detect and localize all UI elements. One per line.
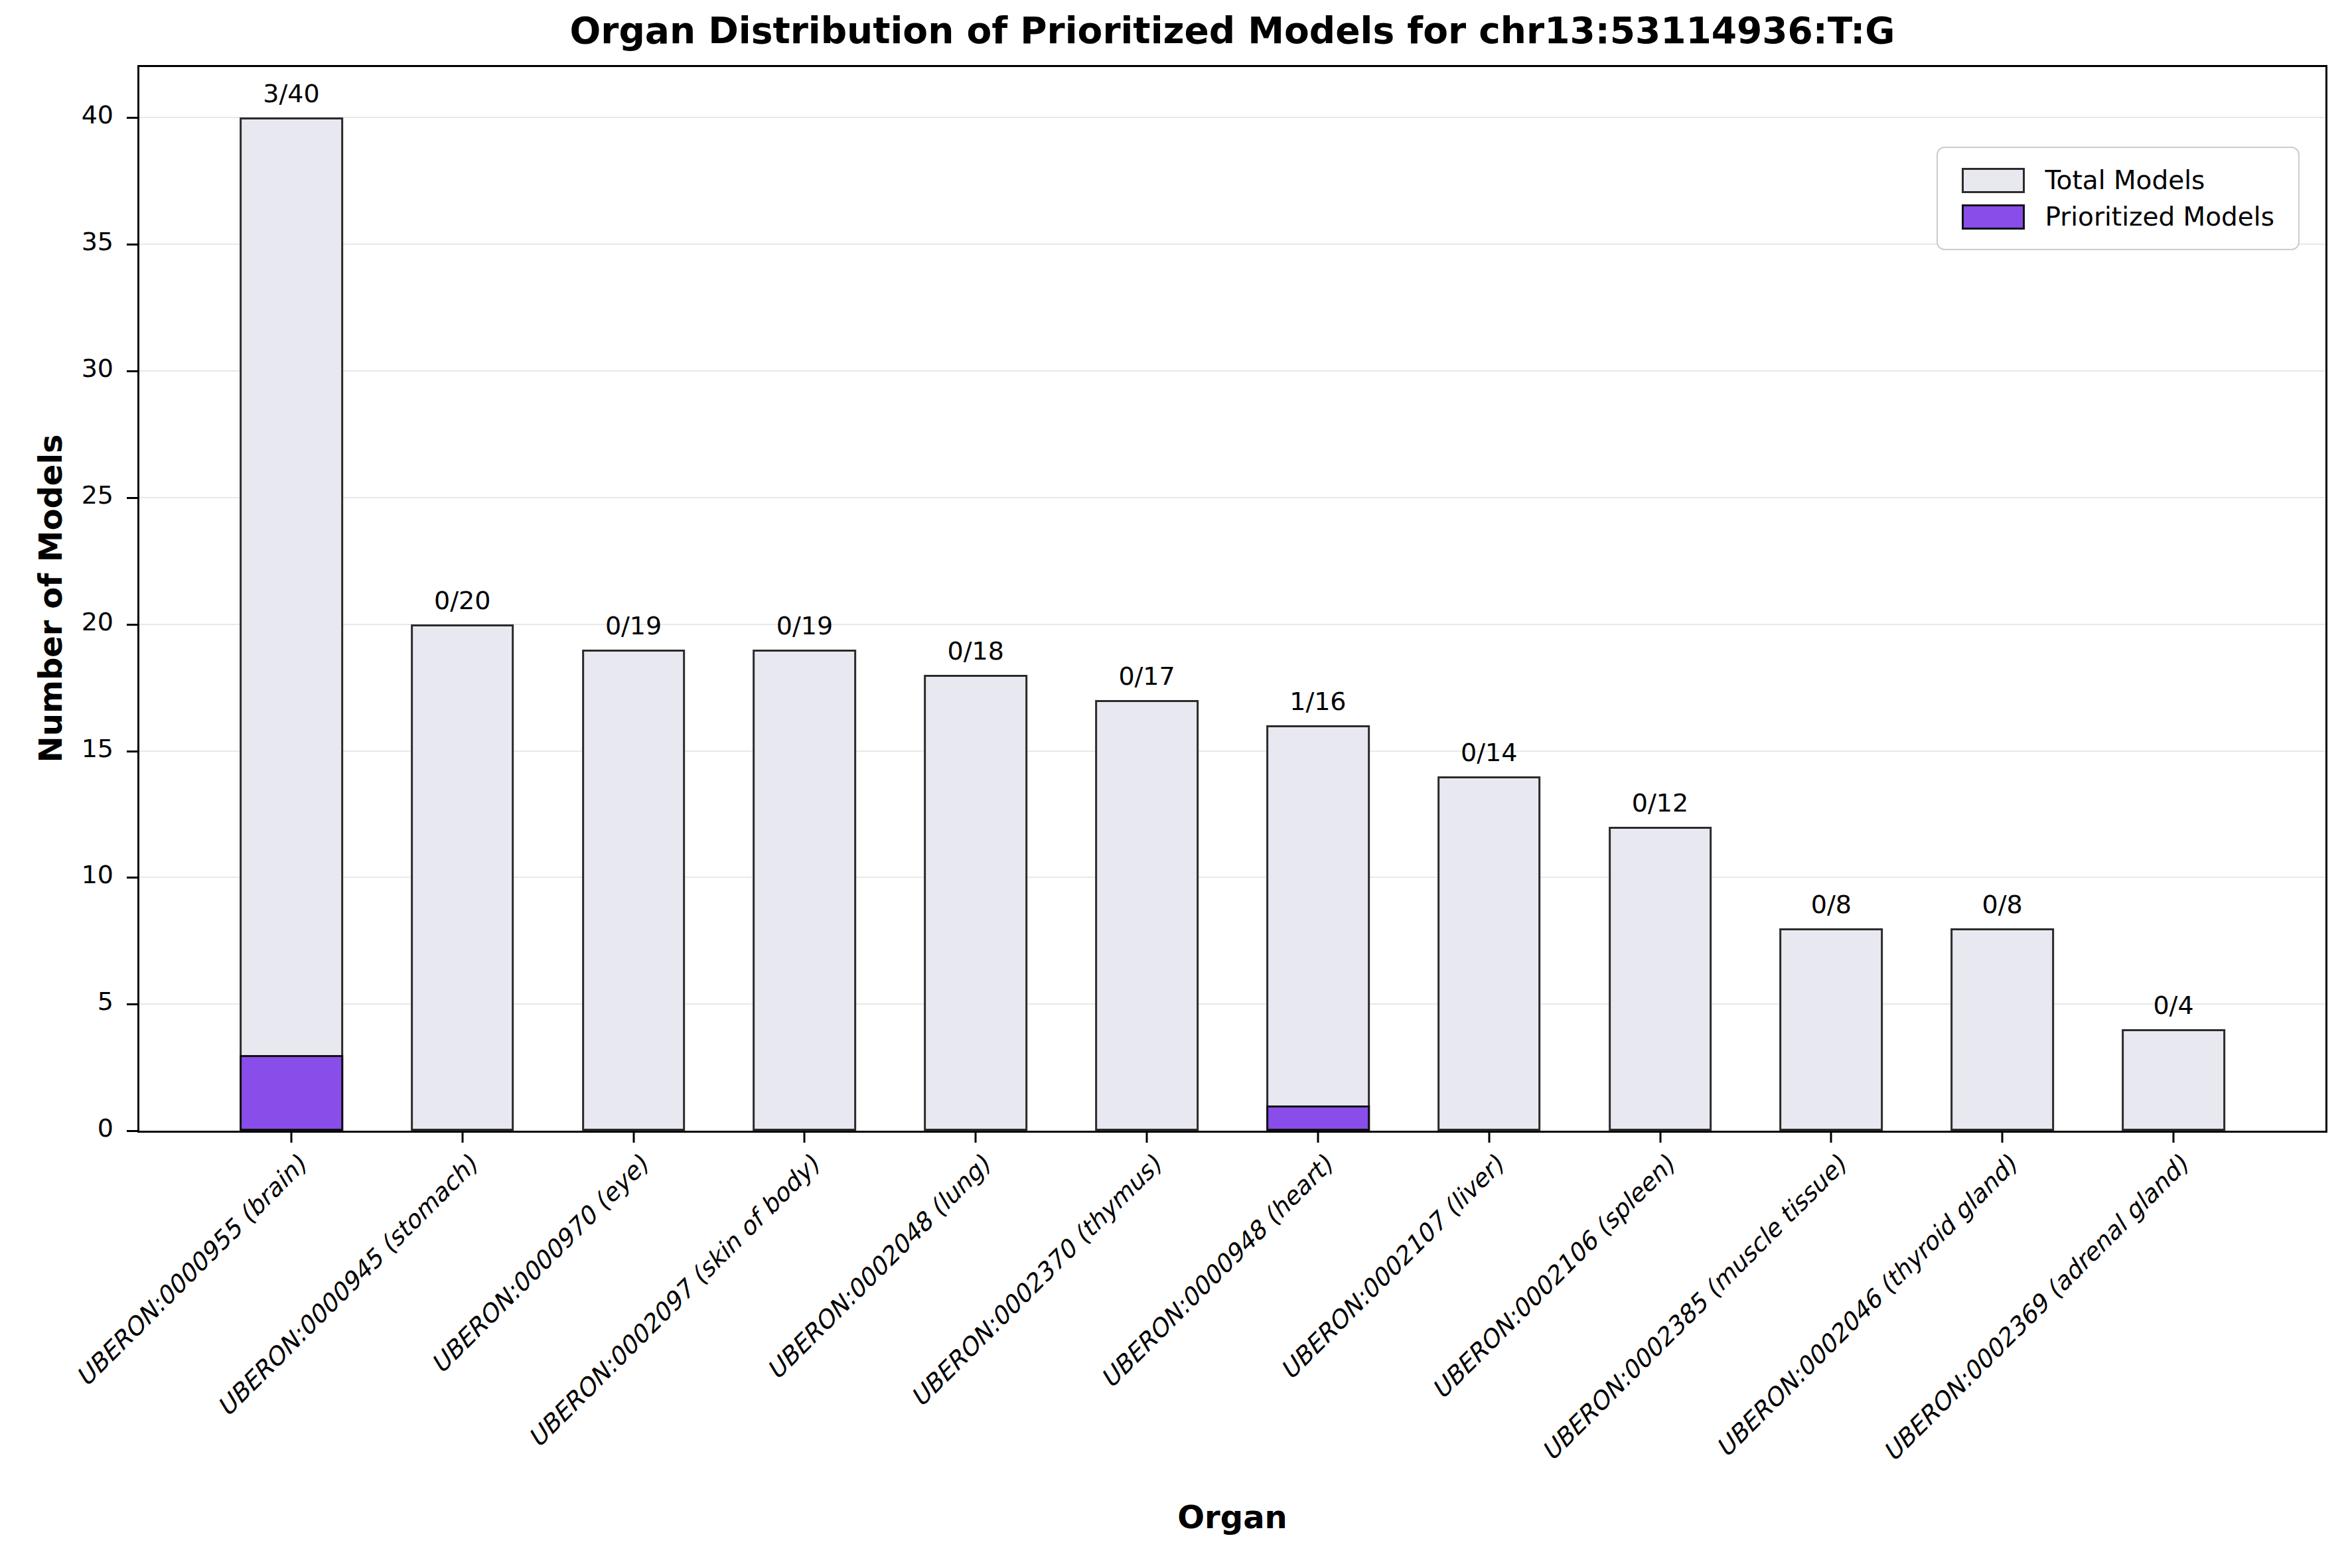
bar-slot: 0/19UBERON:0002097 (skin of body): [719, 67, 890, 1131]
y-tick-label: 0: [98, 1113, 113, 1143]
x-axis-title: Organ: [137, 1498, 2327, 1535]
y-tick-label: 20: [82, 607, 113, 636]
y-tick-mark: [127, 244, 137, 246]
bar-slot: 0/8UBERON:0002385 (muscle tissue): [1745, 67, 1917, 1131]
bar-value-label: 0/4: [2153, 991, 2193, 1020]
bar-total: [1266, 725, 1370, 1131]
x-tick-label-text: UBERON:0002046 (thyroid gland): [1710, 1151, 2022, 1462]
y-tick-label: 25: [82, 480, 113, 510]
bar-total: [753, 650, 857, 1131]
x-tick-label-text: UBERON:0002097 (skin of body): [522, 1151, 825, 1453]
y-tick-label: 35: [82, 227, 113, 256]
y-tick-label: 30: [82, 354, 113, 383]
bar-total: [411, 624, 514, 1131]
x-tick-mark: [1317, 1133, 1319, 1143]
bar-total: [582, 650, 686, 1131]
y-tick-mark: [127, 877, 137, 879]
bar-value-label: 1/16: [1289, 687, 1346, 716]
y-tick-label: 5: [98, 987, 113, 1016]
bar-slot: 1/16UBERON:0000948 (heart): [1232, 67, 1404, 1131]
legend-swatch: [1962, 168, 2025, 193]
x-tick-mark: [804, 1133, 806, 1143]
y-axis-title: Number of Models: [32, 435, 69, 763]
bar-value-label: 0/8: [1982, 890, 2023, 919]
y-tick-mark: [127, 750, 137, 752]
bar-value-label: 0/8: [1811, 890, 1852, 919]
bar-value-label: 0/17: [1118, 662, 1175, 691]
chart-title: Organ Distribution of Prioritized Models…: [137, 9, 2327, 52]
legend-swatch: [1962, 204, 2025, 230]
y-tick-mark: [127, 370, 137, 372]
x-tick-mark: [1659, 1133, 1661, 1143]
bar-total: [1609, 827, 1712, 1131]
bar-total: [1095, 700, 1199, 1131]
x-tick-label-text: UBERON:0002385 (muscle tissue): [1536, 1151, 1852, 1466]
legend: Total Models Prioritized Models: [1937, 147, 2300, 250]
y-tick-label: 15: [82, 734, 113, 763]
bar-slot: 0/14UBERON:0002107 (liver): [1404, 67, 1575, 1131]
y-tick-mark: [127, 117, 137, 119]
bar-value-label: 0/20: [434, 586, 490, 615]
legend-label: Total Models: [2045, 165, 2205, 195]
x-tick-label-text: UBERON:0002369 (adrenal gland): [1877, 1151, 2194, 1467]
bar-slot: 0/12UBERON:0002106 (spleen): [1575, 67, 1746, 1131]
bar-total: [924, 675, 1027, 1131]
legend-row: Prioritized Models: [1962, 202, 2274, 232]
x-tick-mark: [975, 1133, 977, 1143]
y-tick-label: 40: [82, 100, 113, 129]
x-tick-mark: [1488, 1133, 1490, 1143]
x-tick-mark: [2173, 1133, 2175, 1143]
figure: Organ Distribution of Prioritized Models…: [0, 0, 2346, 1568]
bar-slot: 0/20UBERON:0000945 (stomach): [377, 67, 548, 1131]
bar-slot: 0/19UBERON:0000970 (eye): [548, 67, 719, 1131]
bar-slot: 3/40UBERON:0000955 (brain): [206, 67, 377, 1131]
x-tick-mark: [2002, 1133, 2004, 1143]
bar-total: [1780, 928, 1883, 1131]
bar-value-label: 0/19: [776, 611, 833, 640]
bar-value-label: 0/14: [1461, 738, 1517, 767]
y-tick-mark: [127, 1130, 137, 1132]
y-tick-mark: [127, 497, 137, 499]
bar-total: [1950, 928, 2054, 1131]
bar-prioritized: [240, 1055, 343, 1131]
legend-row: Total Models: [1962, 165, 2274, 195]
x-tick-mark: [1146, 1133, 1148, 1143]
bar-total: [240, 117, 343, 1131]
y-tick-mark: [127, 624, 137, 626]
y-tick-mark: [127, 1003, 137, 1005]
bar-value-label: 3/40: [263, 79, 319, 108]
bar-value-label: 0/18: [948, 636, 1004, 666]
bar-value-label: 0/19: [605, 611, 662, 640]
x-tick-mark: [290, 1133, 292, 1143]
x-tick-mark: [1830, 1133, 1832, 1143]
bar-total: [1437, 776, 1541, 1131]
x-tick-mark: [632, 1133, 634, 1143]
x-tick-mark: [461, 1133, 463, 1143]
bar-slot: 0/17UBERON:0002370 (thymus): [1061, 67, 1232, 1131]
plot-area: 3/40UBERON:0000955 (brain)0/20UBERON:000…: [137, 65, 2327, 1133]
legend-label: Prioritized Models: [2045, 202, 2274, 232]
bar-slot: 0/18UBERON:0002048 (lung): [890, 67, 1061, 1131]
bar-value-label: 0/12: [1632, 788, 1688, 818]
bar-prioritized: [1266, 1105, 1370, 1131]
y-tick-label: 10: [82, 860, 113, 889]
bar-total: [2122, 1029, 2225, 1131]
